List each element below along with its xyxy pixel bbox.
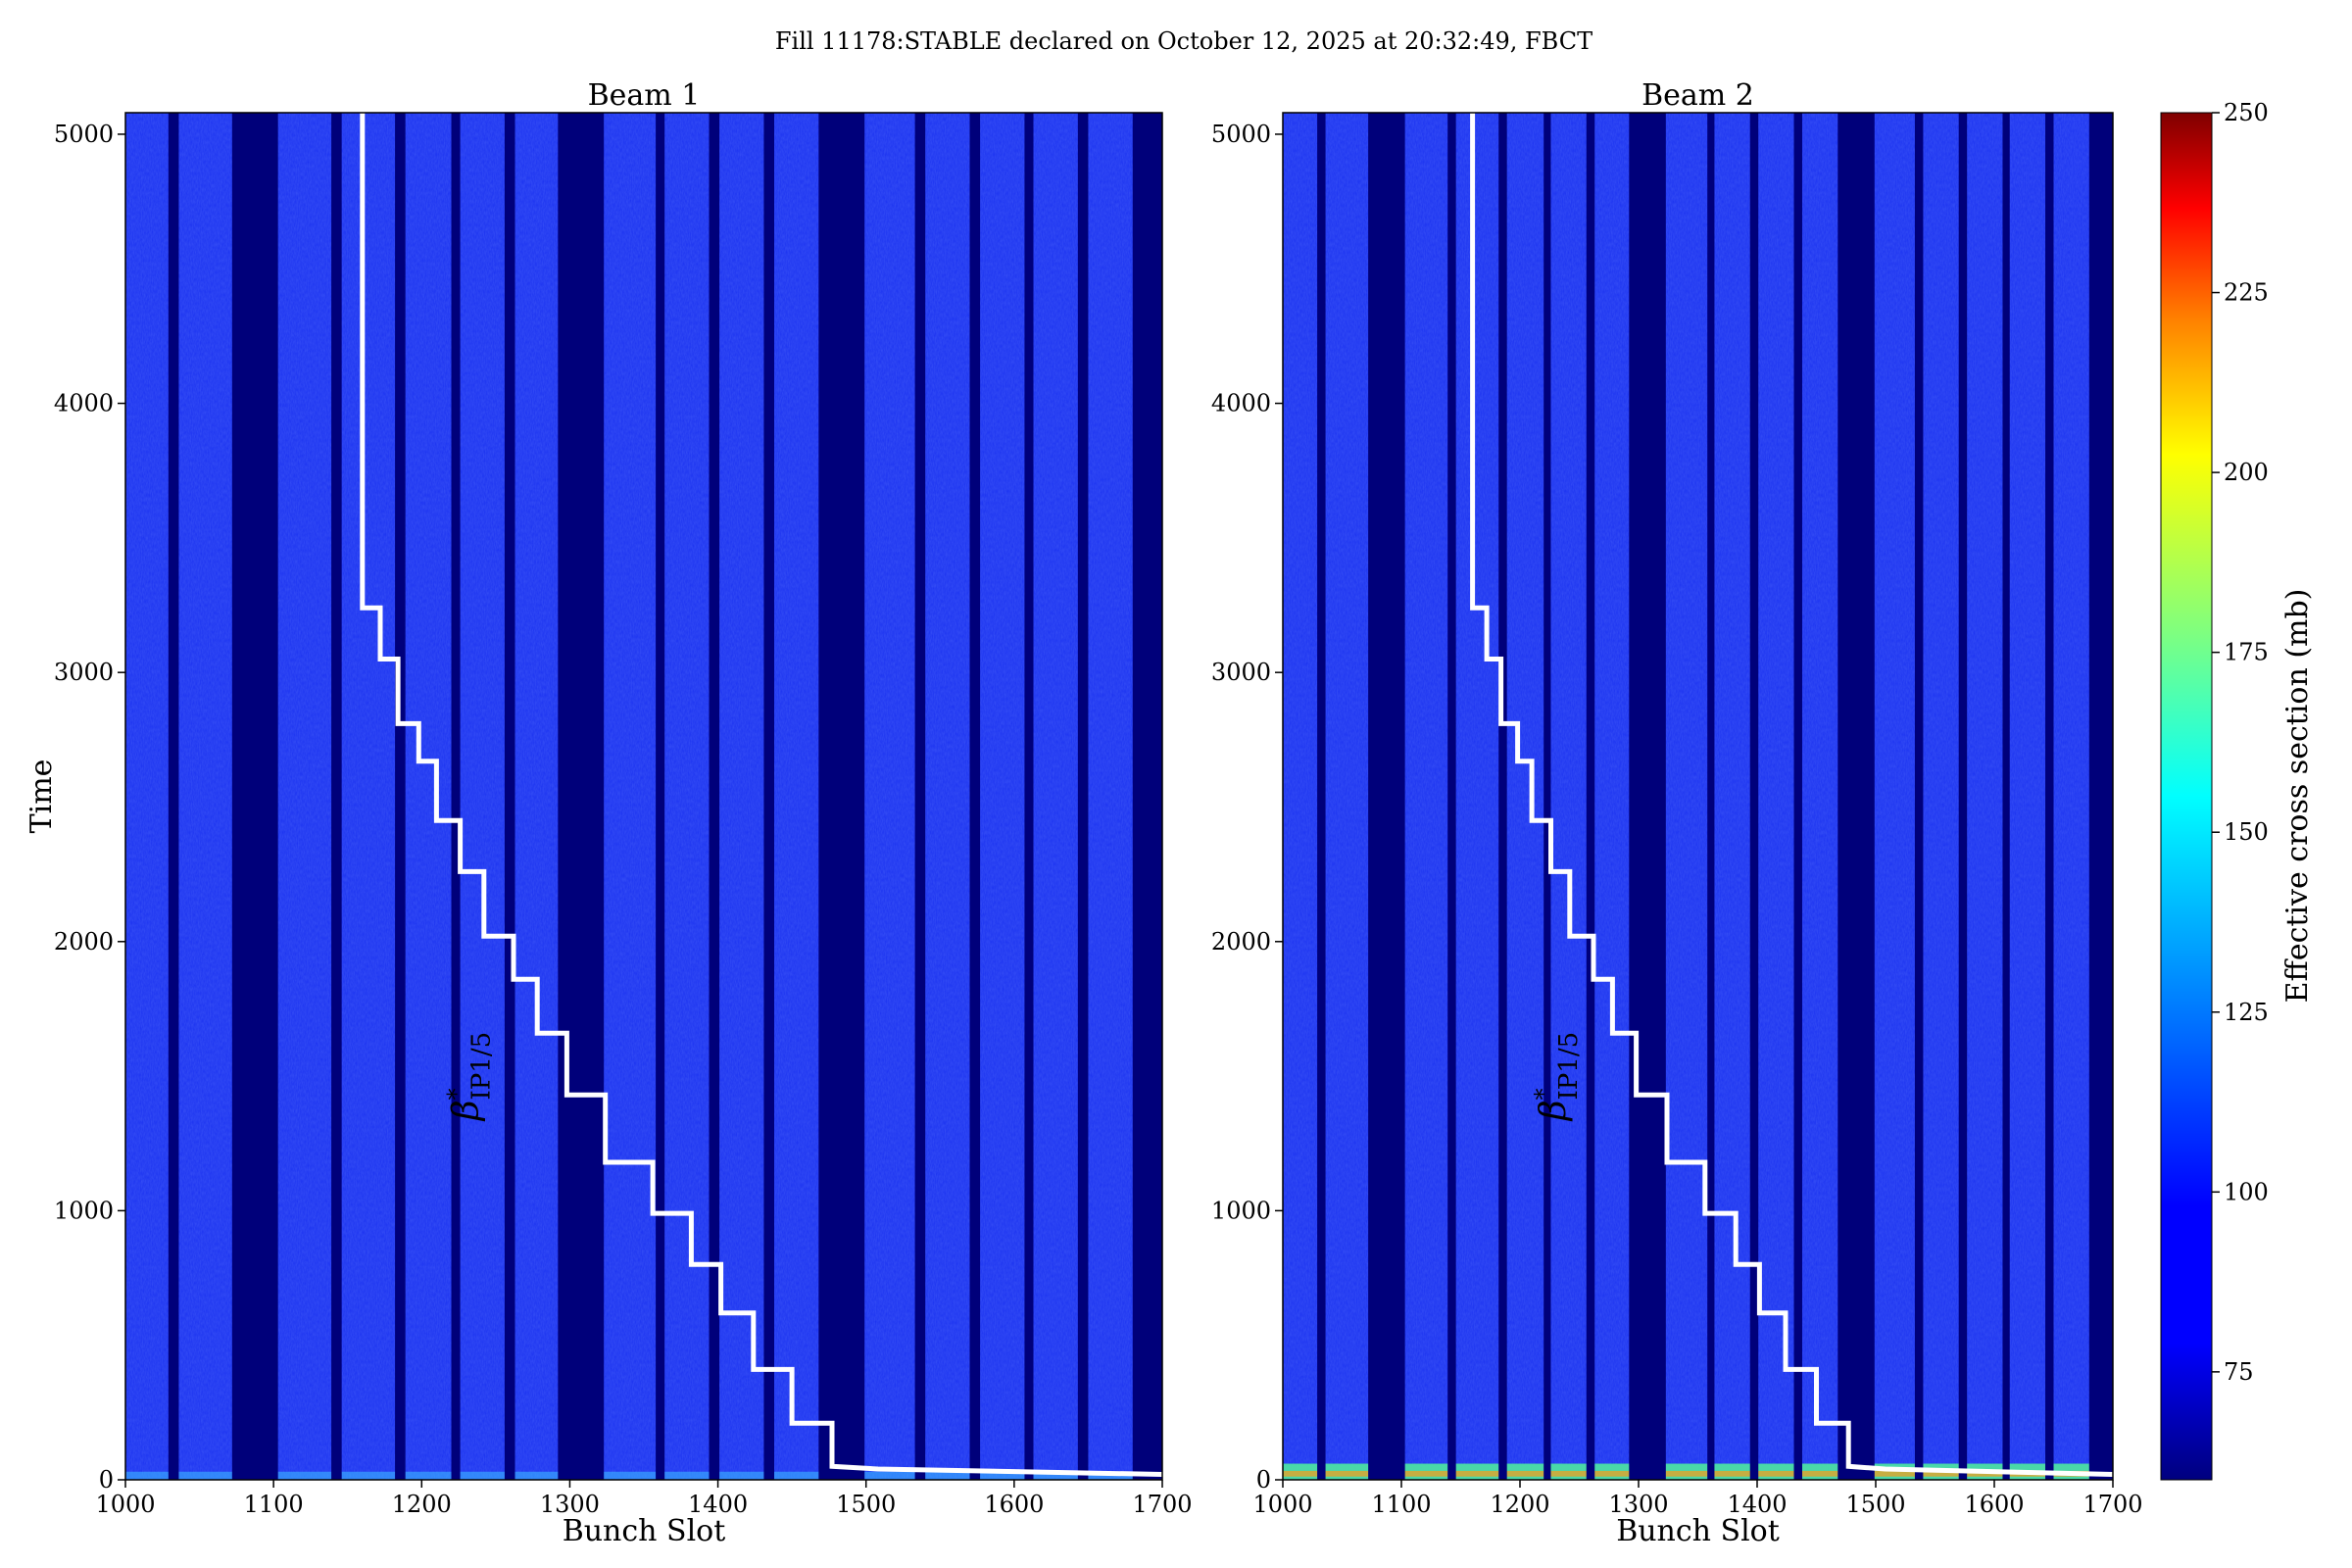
empty-slot-column (656, 113, 665, 1480)
empty-slot-column (1077, 113, 1089, 1480)
y-tick-label: 1000 (54, 1197, 114, 1224)
colorbar-ticks: 75 100 125 150 175 200 225 250 (2212, 99, 2269, 1386)
x-tick-label: 1600 (1964, 1491, 2024, 1518)
colorbar-tick-label: 250 (2224, 99, 2269, 126)
x-axis-label: Bunch Slot (563, 1514, 726, 1548)
empty-slot-column (558, 113, 605, 1480)
y-tick-label: 2000 (54, 928, 114, 956)
beta-star-step-line (1470, 113, 2114, 1477)
colorbar-tick-label: 200 (2224, 459, 2269, 486)
colorbar-gradient (2160, 112, 2213, 1481)
beam-1-panel: β*IP1/5 1000 1100 1200 1300 1400 1500 1600 1700 0… (24, 78, 1193, 1548)
colorbar-tick-label: 75 (2224, 1358, 2254, 1386)
panel-title: Beam 1 (588, 78, 701, 113)
empty-slot-column (1498, 113, 1507, 1480)
x-tick-label: 1300 (1608, 1491, 1668, 1518)
beta-star-step-line (360, 113, 1163, 1477)
empty-slot-column (231, 113, 278, 1480)
empty-slot-column (1914, 113, 1924, 1480)
empty-slot-column (331, 113, 342, 1480)
empty-slot-column (1586, 113, 1595, 1480)
x-tick-label: 1300 (540, 1491, 600, 1518)
beta-star-label: β*IP1/5 (443, 1032, 497, 1122)
x-tick-label: 1000 (1252, 1491, 1312, 1518)
early-high-band (125, 1471, 1162, 1480)
x-tick-label: 1700 (2082, 1491, 2142, 1518)
empty-slot-column (1447, 113, 1456, 1480)
y-tick-label: 5000 (1211, 121, 1271, 148)
empty-slot-column (763, 113, 775, 1480)
heatmap-noise (125, 113, 1162, 1480)
y-tick-label: 1000 (1211, 1197, 1271, 1224)
y-axis-label: Time (24, 760, 59, 834)
x-tick-label: 1000 (95, 1491, 155, 1518)
empty-slot-column (168, 113, 179, 1480)
y-tick-label: 5000 (54, 121, 114, 148)
empty-slot-column (2045, 113, 2054, 1480)
empty-slot-column (1749, 113, 1759, 1480)
y-tick-label: 3000 (54, 659, 114, 686)
empty-slot-column (1629, 113, 1666, 1480)
x-axis-label: Bunch Slot (1616, 1514, 1780, 1548)
colorbar-tick-label: 225 (2224, 279, 2269, 307)
x-tick-label: 1500 (1845, 1491, 1905, 1518)
x-tick-label: 1400 (688, 1491, 748, 1518)
empty-slot-column (1707, 113, 1715, 1480)
empty-slot-column (1024, 113, 1034, 1480)
x-tick-label: 1600 (984, 1491, 1044, 1518)
x-tick-label: 1200 (392, 1491, 452, 1518)
empty-slot-column (1317, 113, 1326, 1480)
y-tick-label: 4000 (54, 390, 114, 417)
heatmap-noise (1283, 113, 2113, 1480)
y-tick-label: 4000 (1211, 390, 1271, 417)
panel-title: Beam 2 (1642, 78, 1754, 113)
y-tick-label: 3000 (1211, 659, 1271, 686)
colorbar-tick-label: 150 (2224, 818, 2269, 846)
early-peak-band (1283, 1470, 2113, 1477)
x-tick-label: 1500 (836, 1491, 896, 1518)
empty-slot-column (1958, 113, 1968, 1480)
axes-frame (124, 112, 1163, 1481)
empty-slot-column (451, 113, 461, 1480)
x-tick-label: 1200 (1490, 1491, 1549, 1518)
empty-slot-column (1793, 113, 1802, 1480)
empty-slot-column (1368, 113, 1405, 1480)
axes-frame (1282, 112, 2114, 1481)
empty-slot-column (818, 113, 865, 1480)
colorbar-tick-label: 175 (2224, 639, 2269, 666)
figure-suptitle: Fill 11178:STABLE declared on October 12… (775, 27, 1592, 55)
colorbar-label: Effective cross section (mb) (2280, 589, 2315, 1004)
empty-slot-column (2088, 113, 2113, 1480)
beta-star-label: β*IP1/5 (1530, 1032, 1584, 1122)
empty-slot-column (914, 113, 926, 1480)
colorbar: 75 100 125 150 175 200 225 250 Effective cross … (2160, 99, 2315, 1481)
empty-slot-column (395, 113, 406, 1480)
y-tick-label: 0 (99, 1466, 114, 1494)
colorbar-tick-label: 100 (2224, 1178, 2269, 1205)
empty-slot-column (1132, 113, 1162, 1480)
empty-slot-column (709, 113, 720, 1480)
empty-slot-column (1838, 113, 1875, 1480)
empty-slot-column (969, 113, 981, 1480)
beam-2-panel: β*IP1/5 1000 1100 1200 1300 1400 1500 1600 1700 0… (1211, 78, 2143, 1548)
y-tick-label: 0 (1256, 1466, 1271, 1494)
y-tick-label: 2000 (1211, 928, 1271, 956)
x-tick-label: 1700 (1132, 1491, 1192, 1518)
x-tick-label: 1400 (1727, 1491, 1787, 1518)
empty-slot-column (2002, 113, 2010, 1480)
x-tick-label: 1100 (1371, 1491, 1431, 1518)
x-tick-label: 1100 (244, 1491, 304, 1518)
colorbar-tick-label: 125 (2224, 999, 2269, 1026)
empty-slot-column (504, 113, 515, 1480)
empty-slot-column (1544, 113, 1551, 1480)
